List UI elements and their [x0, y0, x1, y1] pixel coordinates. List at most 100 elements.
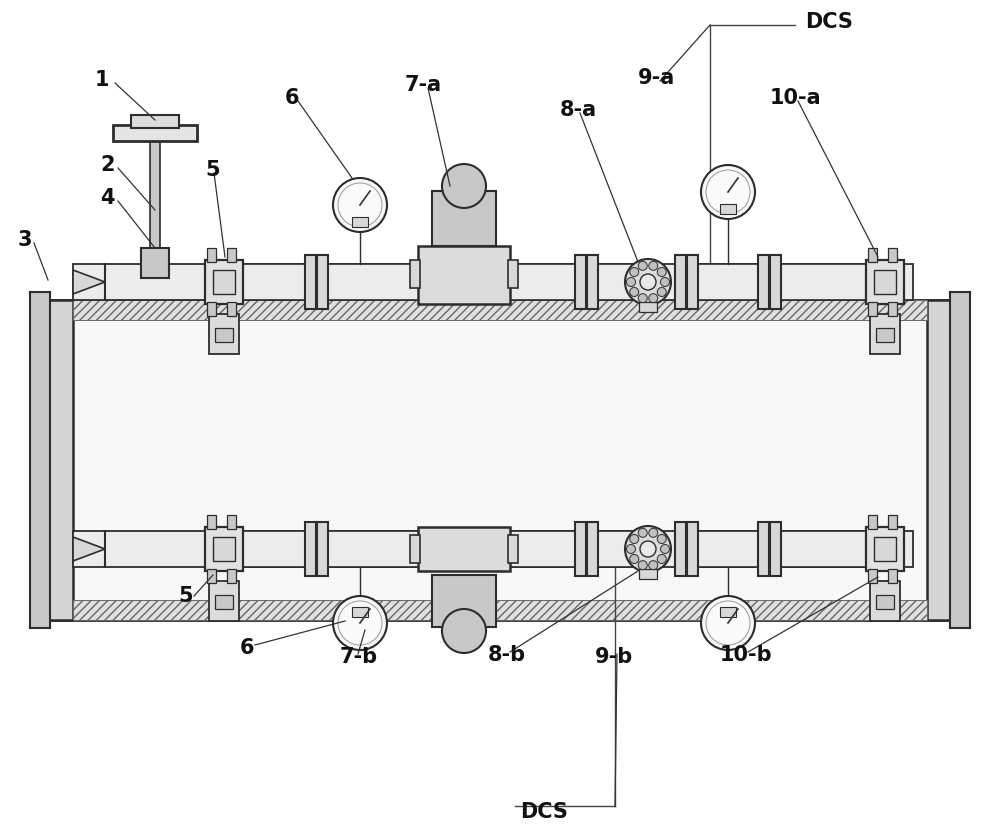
Text: 10-a: 10-a — [770, 88, 822, 108]
Bar — [45, 300, 955, 620]
Bar — [575, 522, 586, 576]
Circle shape — [442, 609, 486, 653]
Bar — [587, 522, 598, 576]
Bar — [227, 248, 236, 262]
Bar — [781, 264, 869, 300]
Bar — [868, 248, 877, 262]
Circle shape — [626, 544, 636, 553]
Bar — [720, 607, 736, 617]
Bar — [508, 535, 518, 563]
Bar — [950, 292, 970, 628]
Text: DCS: DCS — [520, 802, 568, 822]
Bar — [317, 255, 328, 309]
Circle shape — [657, 534, 666, 543]
Text: 8-b: 8-b — [488, 645, 526, 665]
Bar — [215, 595, 233, 609]
Circle shape — [630, 534, 639, 543]
Bar — [888, 515, 897, 529]
Circle shape — [625, 259, 671, 305]
Bar — [675, 255, 686, 309]
Bar — [758, 522, 769, 576]
Bar — [587, 255, 598, 309]
Bar — [207, 515, 216, 529]
Bar — [510, 531, 578, 567]
Text: 9-a: 9-a — [638, 68, 675, 88]
Bar — [328, 531, 423, 567]
Circle shape — [638, 561, 647, 570]
Bar — [213, 537, 235, 561]
Bar — [598, 531, 653, 567]
Bar — [305, 522, 316, 576]
Text: 10-b: 10-b — [720, 645, 773, 665]
Bar — [758, 255, 769, 309]
Bar — [410, 260, 420, 288]
Bar — [73, 600, 927, 620]
Bar — [418, 246, 510, 304]
Bar — [30, 292, 50, 628]
Bar — [352, 607, 368, 617]
Circle shape — [701, 596, 755, 650]
Bar — [876, 595, 894, 609]
Circle shape — [442, 164, 486, 208]
Bar — [868, 515, 877, 529]
Bar — [675, 522, 686, 576]
Polygon shape — [73, 537, 105, 561]
Text: 6: 6 — [285, 88, 300, 108]
Text: 3: 3 — [18, 230, 32, 250]
Circle shape — [638, 529, 647, 538]
Bar — [418, 527, 510, 571]
Text: 9-b: 9-b — [595, 647, 633, 667]
Text: 6: 6 — [240, 638, 254, 658]
Bar — [243, 531, 308, 567]
Circle shape — [660, 544, 670, 553]
Text: 8-a: 8-a — [560, 100, 597, 120]
Bar — [213, 270, 235, 294]
Bar — [63, 318, 937, 602]
Bar — [874, 270, 896, 294]
Bar — [868, 569, 877, 583]
Bar — [207, 248, 216, 262]
Text: 1: 1 — [95, 70, 110, 90]
Bar — [45, 300, 73, 620]
Circle shape — [640, 541, 656, 557]
Circle shape — [333, 596, 387, 650]
Bar — [598, 264, 653, 300]
Bar — [209, 314, 239, 354]
Polygon shape — [73, 270, 105, 294]
Text: 4: 4 — [100, 188, 114, 208]
Bar — [227, 302, 236, 316]
Circle shape — [657, 268, 666, 277]
Bar — [205, 527, 243, 571]
Text: 7-a: 7-a — [405, 75, 442, 95]
Text: DCS: DCS — [805, 12, 853, 32]
Bar — [781, 531, 869, 567]
Circle shape — [649, 561, 658, 570]
Circle shape — [626, 278, 636, 287]
Circle shape — [333, 178, 387, 232]
Bar — [305, 255, 316, 309]
Bar — [687, 522, 698, 576]
Bar — [209, 581, 239, 621]
Bar — [687, 255, 698, 309]
Bar — [874, 537, 896, 561]
Bar — [317, 522, 328, 576]
Circle shape — [630, 268, 639, 277]
Circle shape — [640, 274, 656, 290]
Bar — [770, 522, 781, 576]
Text: 2: 2 — [100, 155, 114, 175]
Circle shape — [706, 601, 750, 645]
Circle shape — [625, 526, 671, 572]
Bar — [432, 575, 496, 627]
Text: 5: 5 — [205, 160, 220, 180]
Bar — [227, 569, 236, 583]
Circle shape — [338, 183, 382, 227]
Bar — [352, 217, 368, 227]
Bar — [113, 125, 197, 141]
Bar — [328, 264, 423, 300]
Circle shape — [638, 293, 647, 302]
Circle shape — [657, 288, 666, 297]
Bar — [698, 531, 760, 567]
Bar — [698, 264, 760, 300]
Bar — [927, 300, 955, 620]
Bar — [73, 264, 913, 300]
